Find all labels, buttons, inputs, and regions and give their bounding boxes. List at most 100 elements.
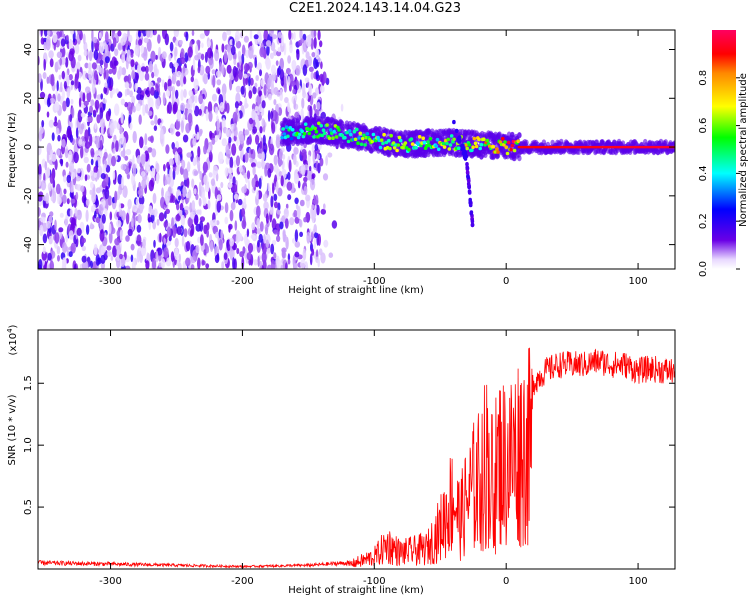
spectrogram-noise-cell [128, 163, 132, 169]
spectrogram-noise-cell [183, 228, 188, 238]
spectrogram-noise-cell [85, 86, 91, 94]
spectrogram-noise-cell [49, 58, 54, 68]
spectrogram-noise-cell [150, 135, 154, 143]
spectrogram-noise-cell [128, 34, 133, 44]
spectrogram-signal-cell [327, 136, 332, 141]
spectrogram-noise-cell [109, 60, 113, 69]
spectrogram-noise-cell [201, 260, 206, 266]
spectrogram-noise-cell [300, 108, 304, 120]
spectrogram-noise-cell [73, 151, 79, 164]
spectrogram-noise-cell [282, 154, 286, 160]
spectrogram-noise-cell [78, 97, 82, 108]
spectrogram-noise-cell [250, 234, 256, 240]
spectrogram-signal-cell [398, 138, 403, 143]
colorbar-tick-label: 0.0 [698, 261, 709, 277]
spectrogram-noise-cell [155, 54, 158, 60]
spectrogram-noise-cell [85, 224, 90, 235]
spectrogram-noise-cell [316, 101, 321, 111]
spectrogram-noise-cell [162, 92, 166, 105]
spectrogram-noise-cell [135, 103, 141, 112]
spectrogram-noise-cell [308, 84, 313, 96]
spectrogram-noise-cell [68, 150, 73, 163]
spectrogram-noise-cell [152, 192, 157, 204]
spectrogram-noise-cell [258, 177, 262, 190]
spectrogram-signal-cell [362, 133, 366, 138]
spectrogram-noise-cell [225, 149, 231, 158]
spectrogram-noise-cell [89, 105, 93, 114]
spectrogram-noise-cell [90, 181, 94, 189]
spectrogram-signal-halo [403, 129, 408, 136]
spectrogram-noise-cell [51, 132, 55, 142]
spectrogram-noise-cell [248, 76, 251, 87]
spectrogram-noise-cell [308, 66, 314, 73]
spectrogram-noise-cell [147, 217, 153, 223]
spectrogram-signal-cell [282, 132, 287, 136]
spectrogram-noise-cell [238, 144, 243, 151]
spectrogram-noise-cell [275, 60, 279, 66]
spectrogram-noise-cell [243, 197, 247, 206]
spectrogram-noise-cell [159, 232, 162, 243]
spectrogram-noise-cell [87, 62, 92, 70]
spectrogram-noise-cell [261, 100, 266, 109]
spectrogram-noise-cell [211, 69, 216, 75]
spectrogram-noise-cell [194, 214, 199, 226]
spectrogram-noise-cell [249, 157, 253, 163]
spectrogram-signal-cell [491, 144, 496, 149]
spectrogram-noise-cell [205, 245, 210, 254]
spectrogram-noise-cell [255, 134, 260, 145]
spectrogram-signal-cell [506, 140, 511, 145]
spectrogram-noise-cell [97, 79, 101, 85]
spectrogram-noise-cell [313, 103, 316, 111]
spectrogram-noise-cell [168, 158, 175, 166]
spectrogram-signal-cell [427, 143, 432, 148]
spectrogram-noise-cell [49, 260, 54, 269]
spectrogram-noise-cell [99, 229, 105, 242]
spectrogram-noise-cell [78, 138, 83, 145]
spectrogram-noise-cell [252, 166, 256, 176]
spectrogram-noise-cell [156, 219, 160, 226]
y-tick-label: 40 [23, 43, 34, 56]
spectrogram-noise-cell [117, 42, 123, 51]
spectrogram-noise-cell [192, 57, 196, 71]
spectrogram-noise-cell [160, 196, 166, 209]
spectrogram-noise-cell [132, 130, 137, 144]
spectrogram-noise-cell [264, 226, 269, 235]
spectrogram-signal-cell [319, 123, 324, 128]
spectrogram-noise-cell [144, 133, 148, 146]
spectrogram-signal-cell [446, 137, 451, 142]
spectrogram-noise-cell [155, 162, 160, 173]
spectrogram-noise-cell [240, 61, 244, 73]
spectrogram-noise-cell [288, 83, 292, 92]
spectrogram-noise-cell [74, 43, 80, 55]
spectrogram-signal-cell [510, 143, 515, 148]
x-tick-label: -200 [231, 576, 254, 587]
spectrogram-noise-cell [202, 161, 208, 173]
spectrogram-branch-cell [463, 154, 467, 159]
spectrogram-noise-cell [244, 152, 249, 163]
spectrogram-noise-cell [258, 90, 262, 97]
spectrogram-noise-cell [136, 64, 142, 74]
spectrogram-noise-cell [48, 119, 55, 128]
spectrogram-noise-cell [84, 174, 88, 182]
spectrogram-noise-cell [328, 252, 334, 258]
spectrogram-noise-cell [322, 71, 327, 84]
spectrogram-noise-cell [310, 71, 314, 80]
spectrogram-noise-cell [248, 90, 253, 99]
spectrogram-signal-cell [322, 131, 327, 136]
spectrogram-noise-cell [302, 82, 306, 95]
spectrogram-noise-cell [257, 153, 263, 159]
spectrogram-noise-cell [267, 93, 273, 101]
spectrogram-signal-cell [382, 132, 386, 137]
spectrogram-noise-cell [124, 101, 129, 108]
spectrogram-noise-cell [134, 82, 138, 92]
spectrogram-signal-cell [280, 135, 284, 140]
spectrogram-noise-cell [51, 153, 57, 162]
spectrogram-noise-cell [108, 68, 113, 75]
spectrogram-noise-cell [129, 90, 134, 98]
spectrogram-noise-cell [51, 30, 58, 34]
spectrogram-noise-cell [164, 179, 168, 186]
spectrogram-noise-cell [94, 99, 100, 110]
spectrogram-signal-cell [449, 134, 454, 138]
spectrogram-noise-cell [109, 123, 114, 137]
spectrogram-noise-cell [301, 97, 305, 109]
